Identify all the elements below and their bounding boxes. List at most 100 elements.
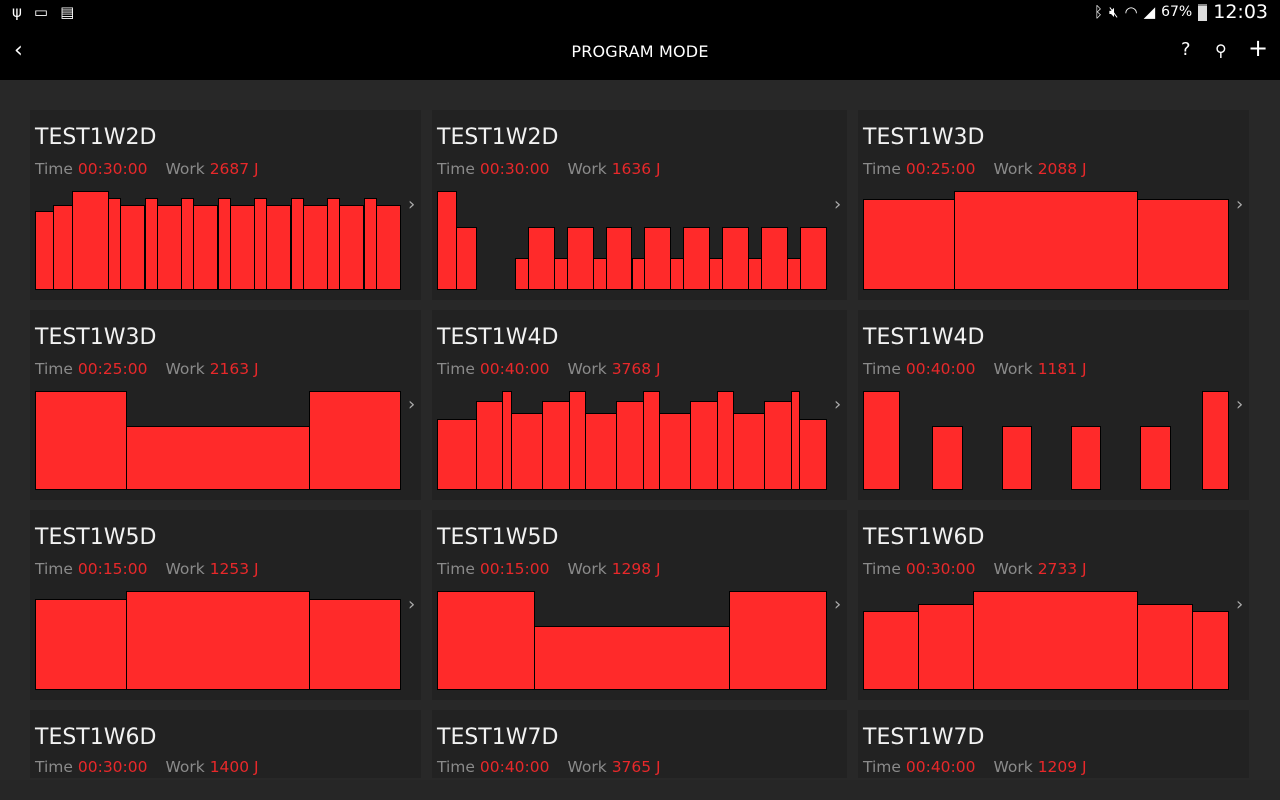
help-button[interactable]: ? xyxy=(1181,39,1191,60)
toolbar: ‹ PROGRAM MODE ? ⚲ + xyxy=(0,25,1280,80)
chevron-right-icon[interactable]: › xyxy=(408,194,416,215)
program-card[interactable]: TEST1W3D Time 00:25:00 Work 2163 J › xyxy=(30,310,421,500)
time-label: Time xyxy=(437,758,475,776)
program-card[interactable]: TEST1W7D Time 00:40:00 Work 3765 J xyxy=(432,710,847,778)
sim-x-icon: ▤ xyxy=(60,3,75,21)
work-label: Work xyxy=(993,160,1033,178)
profile-segment-bar xyxy=(732,412,765,490)
work-label: Work xyxy=(165,560,205,578)
profile-segment-bar xyxy=(120,204,146,290)
profile-segment-bar xyxy=(763,400,792,490)
profile-segment-bar xyxy=(728,591,827,690)
program-meta: Time 00:15:00 Work 1298 J xyxy=(437,560,661,578)
bluetooth-icon: ᛒ xyxy=(1094,3,1104,21)
program-meta: Time 00:30:00 Work 2733 J xyxy=(863,560,1087,578)
time-value: 00:30:00 xyxy=(77,758,148,776)
profile-segment-bar xyxy=(787,258,802,290)
add-button[interactable]: + xyxy=(1248,34,1269,62)
profile-segment-bar xyxy=(722,226,750,290)
profile-segment-bar xyxy=(584,412,617,490)
work-label: Work xyxy=(165,360,205,378)
profile-segment-bar xyxy=(1070,425,1101,490)
chevron-right-icon[interactable]: › xyxy=(1236,194,1244,215)
chevron-right-icon[interactable]: › xyxy=(834,594,842,615)
work-label: Work xyxy=(567,160,607,178)
program-profile-chart xyxy=(863,591,1229,690)
work-label: Work xyxy=(993,758,1033,776)
work-value: 1400 J xyxy=(209,758,259,776)
profile-segment-bar xyxy=(126,425,310,490)
program-card[interactable]: TEST1W5D Time 00:15:00 Work 1253 J › xyxy=(30,510,421,700)
work-value: 2687 J xyxy=(209,160,259,178)
time-value: 00:30:00 xyxy=(905,560,976,578)
profile-segment-bar xyxy=(475,400,504,490)
chevron-right-icon[interactable]: › xyxy=(408,394,416,415)
profile-segment-bar xyxy=(1136,198,1229,290)
profile-segment-bar xyxy=(917,603,974,690)
program-meta: Time 00:25:00 Work 2163 J xyxy=(35,360,259,378)
profile-segment-bar xyxy=(709,258,724,290)
time-value: 00:15:00 xyxy=(77,560,148,578)
profile-segment-bar xyxy=(798,418,827,490)
program-card[interactable]: TEST1W5D Time 00:15:00 Work 1298 J › xyxy=(432,510,847,700)
time-label: Time xyxy=(863,758,901,776)
time-value: 00:15:00 xyxy=(479,560,550,578)
program-name: TEST1W3D xyxy=(863,125,985,150)
profile-segment-bar xyxy=(1139,425,1171,490)
mute-icon: 🔇︎ xyxy=(1109,3,1119,21)
program-card[interactable]: TEST1W7D Time 00:40:00 Work 1209 J xyxy=(858,710,1249,778)
program-meta: Time 00:40:00 Work 3768 J xyxy=(437,360,661,378)
program-card[interactable]: TEST1W4D Time 00:40:00 Work 3768 J › xyxy=(432,310,847,500)
program-name: TEST1W2D xyxy=(437,125,559,150)
program-card[interactable]: TEST1W6D Time 00:30:00 Work 2733 J › xyxy=(858,510,1249,700)
wifi-icon: ◠ xyxy=(1124,3,1138,21)
chevron-right-icon[interactable]: › xyxy=(1236,394,1244,415)
work-value: 1636 J xyxy=(611,160,661,178)
profile-segment-bar xyxy=(534,625,730,690)
program-name: TEST1W7D xyxy=(863,725,985,750)
usb-icon: ψ xyxy=(12,3,22,21)
profile-segment-bar xyxy=(592,258,607,290)
battery-percent: 67% xyxy=(1161,4,1193,20)
profile-segment-bar xyxy=(35,391,128,490)
work-value: 2163 J xyxy=(209,360,259,378)
profile-segment-bar xyxy=(863,198,956,290)
profile-segment-bar xyxy=(1001,425,1032,490)
program-card[interactable]: TEST1W6D Time 00:30:00 Work 1400 J xyxy=(30,710,421,778)
program-profile-chart xyxy=(863,191,1229,290)
profile-segment-bar xyxy=(375,204,401,290)
time-label: Time xyxy=(35,360,73,378)
profile-segment-bar xyxy=(863,610,919,690)
program-name: TEST1W2D xyxy=(35,125,157,150)
chevron-right-icon[interactable]: › xyxy=(408,594,416,615)
time-value: 00:25:00 xyxy=(905,160,976,178)
clock: 12:03 xyxy=(1213,1,1268,23)
profile-segment-bar xyxy=(527,226,555,290)
time-label: Time xyxy=(35,560,73,578)
work-value: 3768 J xyxy=(611,360,661,378)
back-button[interactable]: ‹ xyxy=(14,38,23,63)
program-card[interactable]: TEST1W2D Time 00:30:00 Work 1636 J › xyxy=(432,110,847,300)
profile-segment-bar xyxy=(800,226,827,290)
chevron-right-icon[interactable]: › xyxy=(834,394,842,415)
chevron-right-icon[interactable]: › xyxy=(1236,594,1244,615)
profile-segment-bar xyxy=(302,204,328,290)
profile-segment-bar xyxy=(1191,610,1229,690)
program-name: TEST1W7D xyxy=(437,725,559,750)
profile-segment-bar xyxy=(683,226,711,290)
time-label: Time xyxy=(863,560,901,578)
profile-segment-bar xyxy=(53,204,73,290)
program-card[interactable]: TEST1W3D Time 00:25:00 Work 2088 J › xyxy=(858,110,1249,300)
profile-segment-bar xyxy=(932,425,963,490)
work-value: 1253 J xyxy=(209,560,259,578)
time-label: Time xyxy=(35,758,73,776)
program-profile-chart xyxy=(437,391,827,490)
program-card[interactable]: TEST1W4D Time 00:40:00 Work 1181 J › xyxy=(858,310,1249,500)
status-bar: ψ ▭ ▤ ᛒ 🔇︎ ◠ ◢ 67% 12:03 xyxy=(0,0,1280,25)
program-profile-chart xyxy=(437,591,827,690)
profile-segment-bar xyxy=(514,258,529,290)
chevron-right-icon[interactable]: › xyxy=(834,194,842,215)
program-list[interactable]: TEST1W2D Time 00:30:00 Work 2687 J › TEST1W… xyxy=(0,80,1280,780)
program-card[interactable]: TEST1W2D Time 00:30:00 Work 2687 J › xyxy=(30,110,421,300)
search-icon[interactable]: ⚲ xyxy=(1215,41,1227,60)
